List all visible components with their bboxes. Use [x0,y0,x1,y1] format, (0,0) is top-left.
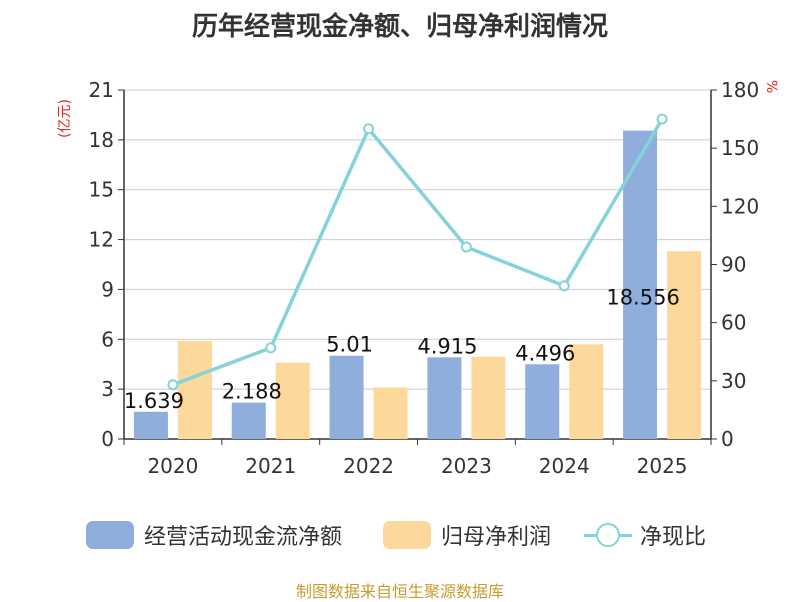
data-label-operating-cash: 2.188 [222,380,282,404]
legend-item-net-profit[interactable]: 归母净利润 [383,520,551,550]
y-right-tick-label: 60 [721,311,746,335]
bar-operating-cash [133,411,168,439]
y-left-tick-label: 12 [89,228,114,252]
y-right-tick-label: 120 [721,194,759,218]
legend: 经营活动现金流净额 归母净利润 净现比 [0,520,800,550]
x-tick-label: 2022 [343,454,394,478]
y-right-tick-label: 0 [721,427,734,451]
bar-operating-cash [427,357,462,439]
x-tick-label: 2025 [637,454,688,478]
y-left-tick-label: 3 [101,377,114,401]
x-tick-label: 2023 [441,454,492,478]
y-left-tick-label: 15 [89,178,114,202]
legend-item-ratio[interactable]: 净现比 [584,520,706,550]
data-label-operating-cash: 1.639 [124,389,184,413]
point-ratio [167,379,179,391]
y-left-tick-label: 0 [101,427,114,451]
bar-net-profit [177,340,212,439]
point-ratio [656,113,668,125]
bar-net-profit [667,251,702,439]
chart-title: 历年经营现金净额、归母净利润情况 [191,12,608,42]
legend-line-marker-icon [584,521,632,549]
x-tick-label: 2020 [147,454,198,478]
data-label-operating-cash: 4.496 [515,341,575,365]
data-label-operating-cash: 5.01 [326,333,373,357]
legend-swatch-operating-cash [86,521,134,549]
y-right-tick-label: 150 [721,136,759,160]
bar-operating-cash [329,355,364,439]
y-right-tick-label: 90 [721,253,746,277]
data-label-operating-cash: 4.915 [417,334,477,358]
y-left-tick-label: 6 [101,327,114,351]
legend-swatch-net-profit [383,521,431,549]
legend-label-operating-cash: 经营活动现金流净额 [144,525,343,550]
x-tick-label: 2024 [539,454,590,478]
bar-operating-cash [525,364,560,439]
y-right-tick-label: 180 [721,78,759,102]
y-left-tick-label: 21 [89,78,114,102]
bar-net-profit [471,356,506,439]
legend-item-operating-cash[interactable]: 经营活动现金流净额 [86,520,342,550]
point-ratio [363,123,375,135]
point-ratio [460,241,472,253]
y-right-tick-label: 30 [721,369,746,393]
line-ratio [172,118,664,387]
bar-operating-cash [623,130,658,440]
combo-chart: 0 3 6 9 12 15 18 21 0 30 60 90 120 150 180 2020 2021 2022… [89,78,760,478]
source-note: 制图数据来自恒生聚源数据库 [295,582,504,601]
point-ratio [265,342,277,354]
legend-label-net-profit: 归母净利润 [441,525,552,550]
legend-label-ratio: 净现比 [640,525,707,550]
bar-net-profit [373,387,408,439]
y-left-tick-label: 9 [101,277,114,301]
y-left-tick-label: 18 [89,128,114,152]
data-label-operating-cash: 18.556 [606,286,679,310]
bar-operating-cash [231,402,266,439]
x-tick-label: 2021 [245,454,296,478]
bar-net-profit [275,362,310,439]
bar-net-profit [569,344,604,439]
point-ratio [558,280,570,292]
